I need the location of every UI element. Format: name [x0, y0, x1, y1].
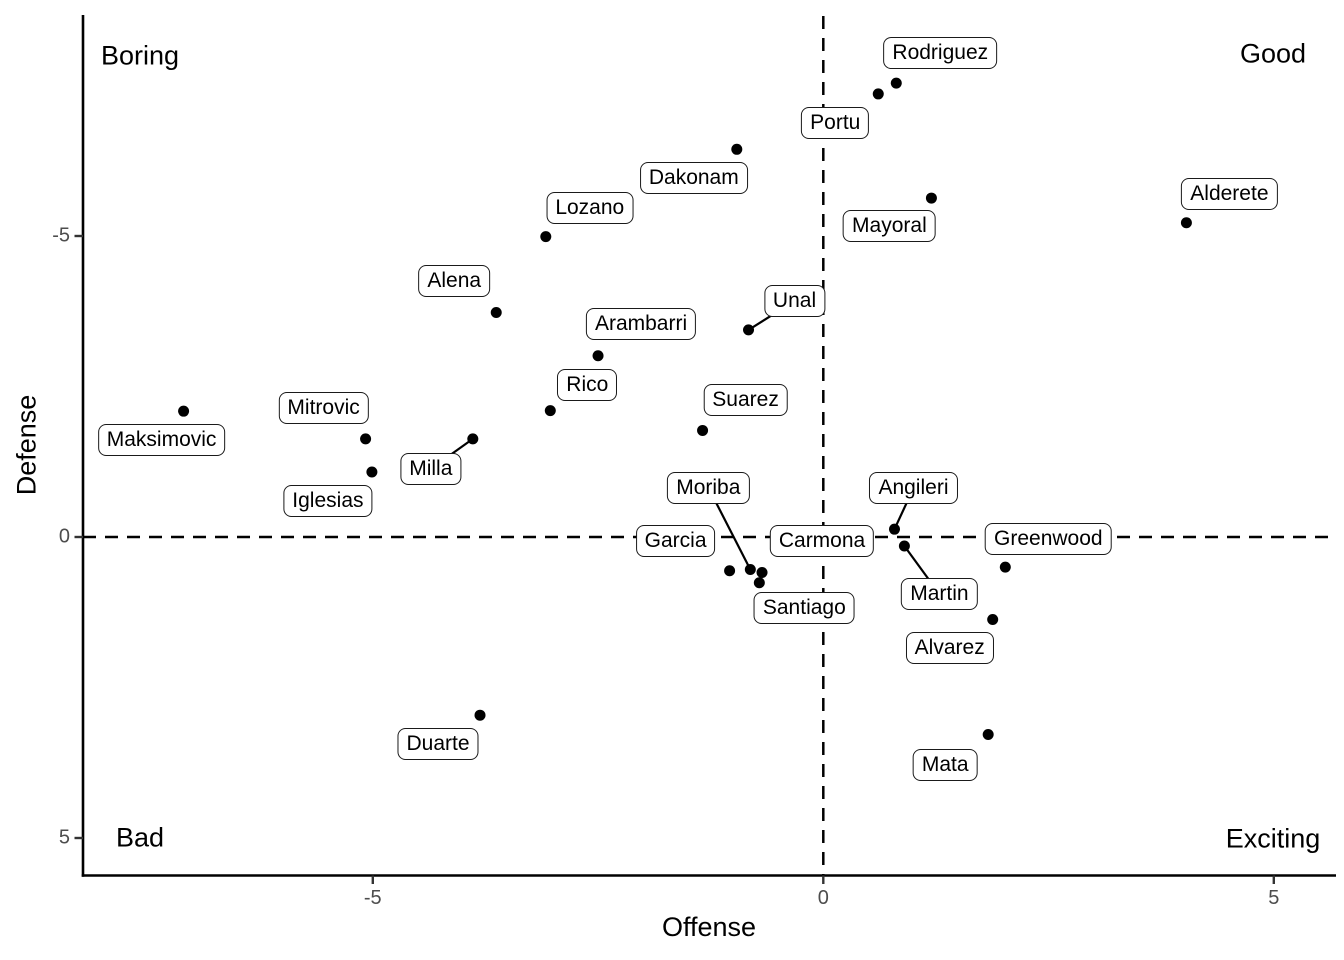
label-segment	[430, 437, 474, 470]
data-point	[898, 540, 910, 552]
data-point	[744, 564, 756, 576]
data-point	[697, 424, 709, 436]
data-point	[178, 405, 190, 417]
data-point	[1180, 217, 1192, 229]
data-point	[753, 577, 765, 589]
data-point	[890, 77, 902, 89]
data-point	[467, 433, 479, 445]
label-segment	[747, 299, 796, 331]
data-point	[592, 350, 604, 362]
data-point	[925, 192, 937, 204]
data-point	[756, 567, 768, 579]
data-point	[474, 709, 486, 721]
data-point	[360, 433, 372, 445]
data-point	[743, 324, 755, 336]
data-point	[540, 231, 552, 243]
data-point	[982, 728, 994, 740]
data-point	[544, 405, 556, 417]
data-point	[888, 523, 900, 535]
data-point	[731, 143, 743, 155]
label-segment	[893, 487, 915, 530]
data-point	[366, 466, 378, 478]
data-point	[872, 88, 884, 100]
data-point	[724, 565, 736, 577]
label-segment	[707, 487, 752, 571]
data-point	[999, 561, 1011, 573]
label-segment	[903, 545, 941, 595]
data-point	[987, 613, 999, 625]
data-point	[490, 306, 502, 318]
